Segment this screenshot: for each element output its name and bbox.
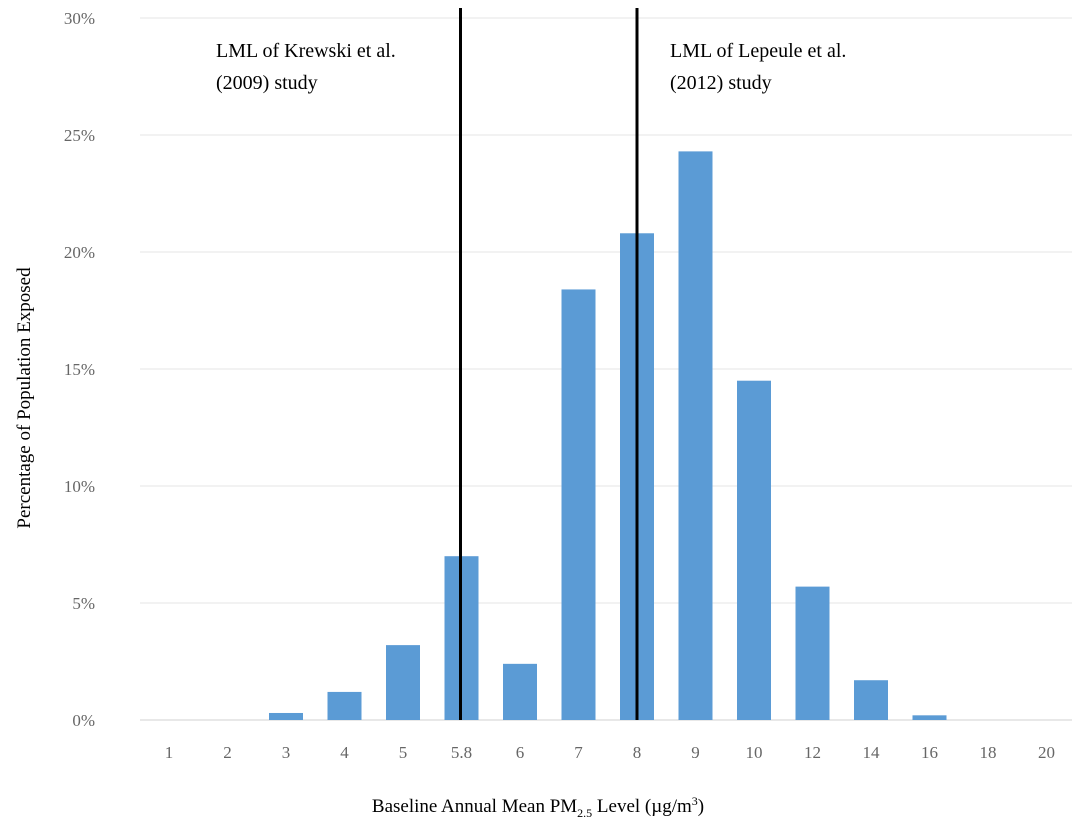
x-axis-label-units: Level (µg/m <box>592 796 692 817</box>
x-axis-label-subscript: 2.5 <box>577 806 592 820</box>
bars <box>269 151 947 720</box>
x-tick-label: 6 <box>516 743 525 762</box>
y-axis-label: Percentage of Population Exposed <box>14 267 35 529</box>
bar <box>269 712 303 720</box>
x-axis-label-superscript: 3 <box>692 794 698 808</box>
x-tick-label: 12 <box>804 743 821 762</box>
x-tick-label: 1 <box>165 743 174 762</box>
x-tick-label: 18 <box>980 743 997 762</box>
bar <box>737 380 771 720</box>
x-tick-label: 4 <box>340 743 349 762</box>
x-axis-label-close: ) <box>698 796 704 817</box>
bar <box>327 691 362 720</box>
x-axis-ticks: 1 2 3 4 5 5.8 6 7 8 9 10 12 14 16 18 20 <box>165 743 1055 762</box>
bar <box>678 151 713 720</box>
reference-lines: LML of Krewski et al. (2009) study LML of … <box>216 8 846 720</box>
bar <box>795 586 830 720</box>
reference-line-label: (2012) study <box>670 72 772 94</box>
y-tick-label: 15% <box>64 360 95 379</box>
y-tick-label: 25% <box>64 126 95 145</box>
x-axis-label-main: Baseline Annual Mean PM <box>372 796 577 817</box>
bar <box>561 289 596 720</box>
x-tick-label: 9 <box>691 743 700 762</box>
x-tick-label: 5.8 <box>451 743 472 762</box>
x-tick-label: 3 <box>282 743 291 762</box>
y-tick-label: 20% <box>64 243 95 262</box>
reference-line-label: (2009) study <box>216 72 318 94</box>
x-tick-label: 16 <box>921 743 938 762</box>
x-tick-label: 2 <box>223 743 232 762</box>
x-tick-label: 20 <box>1038 743 1055 762</box>
x-axis-label: Baseline Annual Mean PM2.5 Level (µg/m3) <box>372 794 704 820</box>
y-tick-label: 5% <box>72 594 95 613</box>
x-tick-label: 5 <box>399 743 408 762</box>
reference-line-label: LML of Krewski et al. <box>216 40 396 62</box>
x-tick-label: 14 <box>863 743 881 762</box>
x-tick-label: 10 <box>746 743 763 762</box>
y-axis-ticks: 0% 5% 10% 15% 20% 25% 30% <box>64 9 95 730</box>
gridlines <box>140 17 1072 721</box>
bar <box>912 715 947 720</box>
x-tick-label: 7 <box>574 743 583 762</box>
y-tick-label: 30% <box>64 9 95 28</box>
y-tick-label: 0% <box>72 711 95 730</box>
bar <box>503 663 537 720</box>
bar <box>386 645 420 720</box>
reference-line-label: LML of Lepeule et al. <box>670 40 846 62</box>
y-tick-label: 10% <box>64 477 95 496</box>
bar <box>854 680 888 720</box>
x-tick-label: 8 <box>633 743 642 762</box>
